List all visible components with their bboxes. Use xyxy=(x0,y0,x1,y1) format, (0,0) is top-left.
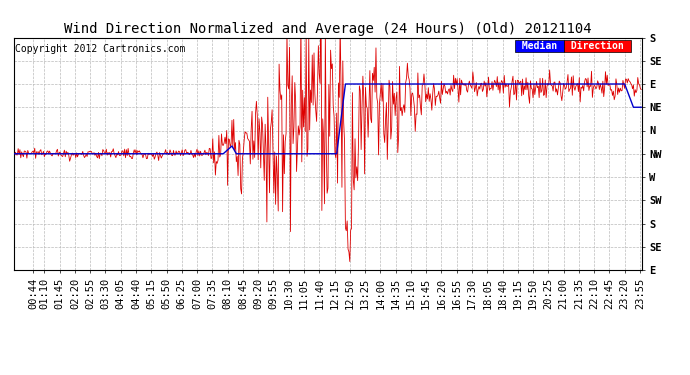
Text: Direction: Direction xyxy=(565,41,630,51)
Text: Median: Median xyxy=(516,41,563,51)
Text: Copyright 2012 Cartronics.com: Copyright 2012 Cartronics.com xyxy=(15,45,186,54)
Title: Wind Direction Normalized and Average (24 Hours) (Old) 20121104: Wind Direction Normalized and Average (2… xyxy=(64,22,591,36)
